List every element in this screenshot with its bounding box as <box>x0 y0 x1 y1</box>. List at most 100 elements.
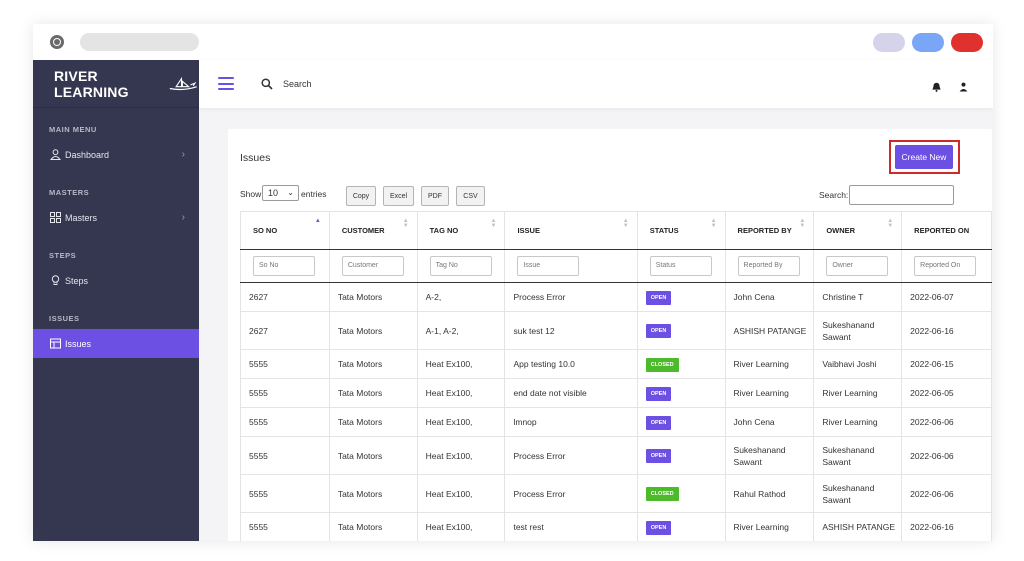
chevron-right-icon: › <box>181 149 185 160</box>
column-header-issue[interactable]: ISSUE ▲ ▼ <box>504 211 638 250</box>
cell-text: lmnop <box>513 417 537 427</box>
cell-customer: Tata Motors <box>328 311 418 350</box>
column-header-customer[interactable]: CUSTOMER ▲ ▼ <box>328 211 418 250</box>
search-icon[interactable] <box>261 77 273 95</box>
cell-text: suk test 12 <box>513 325 555 336</box>
cell-customer: Tata Motors <box>328 349 418 379</box>
column-header-tag-no[interactable]: TAG NO ▲ ▼ <box>416 211 506 250</box>
user-icon[interactable] <box>959 79 968 97</box>
column-header-owner[interactable]: OWNER ▲ ▼ <box>813 211 903 250</box>
sidebar-item-dashboard[interactable]: Dashboard › <box>33 140 199 169</box>
filter-input-owner[interactable]: Owner <box>826 256 889 276</box>
table-row[interactable]: 5555 Tata Motors Heat Ex100, end date not v… <box>240 378 992 408</box>
cell-text: Heat Ex100, <box>425 522 473 532</box>
cell-status: OPEN <box>636 378 726 408</box>
table-search-label: Search: <box>819 190 849 200</box>
address-bar[interactable] <box>80 33 199 51</box>
cell-issue: lmnop <box>504 407 638 437</box>
cell-text: 5555 <box>249 522 268 532</box>
sidebar-item-label: Dashboard <box>65 149 110 160</box>
cell-issue: test rest <box>504 512 638 541</box>
user-outline-icon <box>49 149 61 161</box>
cell-reported-by: Sukeshanand Sawant <box>724 436 815 475</box>
column-header-so-no[interactable]: SO NO ▲ <box>240 211 330 250</box>
cell-text: 5555 <box>249 359 268 369</box>
table-row[interactable]: 5555 Tata Motors Heat Ex100, App testing 10… <box>240 349 992 379</box>
cell-customer: Tata Motors <box>328 512 418 541</box>
status-badge: OPEN <box>645 449 672 463</box>
window-control-close[interactable] <box>951 33 983 52</box>
filter-input-status[interactable]: Status <box>649 256 712 276</box>
cell-tag-no: A-2, <box>416 282 506 312</box>
cell-tag-no: Heat Ex100, <box>416 378 506 408</box>
sort-icon: ▲ ▼ <box>710 218 717 229</box>
table-row[interactable]: 5555 Tata Motors Heat Ex100, lmnop OPEN John … <box>240 407 992 437</box>
brand-logo[interactable]: RIVER LEARNING <box>33 60 199 108</box>
cell-text: Tata Motors <box>337 417 383 427</box>
cell-text: 2022-06-16 <box>910 325 954 336</box>
top-bar: Search <box>199 60 993 108</box>
hamburger-menu-icon[interactable] <box>218 77 234 90</box>
filter-input-tag-no[interactable]: Tag No <box>429 256 492 276</box>
column-header-reported-by[interactable]: REPORTED BY ▲ ▼ <box>724 211 815 250</box>
cell-text: 5555 <box>249 388 268 398</box>
column-header-status[interactable]: STATUS ▲ ▼ <box>636 211 726 250</box>
table-row[interactable]: 5555 Tata Motors Heat Ex100, Process Error O… <box>240 436 992 475</box>
sidebar-item-issues[interactable]: Issues <box>33 329 199 358</box>
cell-status: OPEN <box>636 407 726 437</box>
cell-issue: Process Error <box>504 436 638 475</box>
column-header-reported-on[interactable]: REPORTED ON <box>901 211 992 250</box>
filter-input-issue[interactable]: Issue <box>517 256 580 276</box>
page-length-select[interactable]: 10 ⌄ <box>262 185 299 201</box>
csv-button[interactable]: CSV <box>456 186 485 206</box>
table-row[interactable]: 5555 Tata Motors Heat Ex100, test rest OPEN R… <box>240 512 992 541</box>
cell-issue: Process Error <box>504 474 638 513</box>
cell-customer: Tata Motors <box>328 282 418 312</box>
section-masters: MASTERS <box>49 188 90 197</box>
cell-tag-no: Heat Ex100, <box>416 349 506 379</box>
cell-text: Sukeshanand Sawant <box>733 444 786 467</box>
search-input[interactable]: Search <box>283 79 312 89</box>
window-control-minimize[interactable] <box>873 33 905 52</box>
filter-input-customer[interactable]: Customer <box>341 256 404 276</box>
cell-text: River Learning <box>733 359 789 369</box>
copy-button[interactable]: Copy <box>346 186 376 206</box>
table-row[interactable]: 5555 Tata Motors Heat Ex100, Process Error C… <box>240 474 992 513</box>
sidebar-item-steps[interactable]: Steps <box>33 266 199 295</box>
section-steps: STEPS <box>49 251 77 260</box>
create-new-button[interactable]: Create New <box>895 145 953 169</box>
cell-text: Tata Motors <box>337 522 383 532</box>
table-row[interactable]: 2627 Tata Motors A-1, A-2, suk test 12 OPEN A… <box>240 311 992 350</box>
window-control-maximize[interactable] <box>912 33 944 52</box>
cell-text: Heat Ex100, <box>425 450 473 461</box>
cell-reported-on: 2022-06-06 <box>901 474 992 513</box>
filter-input-so-no[interactable]: So No <box>253 256 315 276</box>
filter-input-reported-by[interactable]: Reported By <box>737 256 800 276</box>
sort-ascending-icon: ▲ <box>314 218 321 224</box>
filter-input-reported-on[interactable]: Reported On <box>914 256 977 276</box>
cell-owner: ASHISH PATANGE <box>813 512 903 541</box>
status-badge: OPEN <box>645 324 672 338</box>
table-row[interactable]: 2627 Tata Motors A-2, Process Error OPEN John… <box>240 282 992 312</box>
cell-so-no: 5555 <box>240 349 330 379</box>
table-controls: Show 10 ⌄ entries Copy Excel PDF CSV Sea… <box>240 185 956 207</box>
cell-customer: Tata Motors <box>328 407 418 437</box>
filter-row: So No Customer Tag No Issue Status Repor… <box>240 249 992 283</box>
cell-text: 2022-06-06 <box>910 450 954 461</box>
bell-icon[interactable] <box>932 79 941 97</box>
cell-tag-no: Heat Ex100, <box>416 436 506 475</box>
bulb-icon <box>49 275 61 287</box>
sort-icon: ▲ ▼ <box>402 218 409 229</box>
excel-button[interactable]: Excel <box>383 186 414 206</box>
cell-reported-on: 2022-06-07 <box>901 282 992 312</box>
cell-text: Heat Ex100, <box>425 359 473 369</box>
sidebar-item-masters[interactable]: Masters › <box>33 203 199 232</box>
cell-text: Vaibhavi Joshi <box>822 359 877 369</box>
cell-text: 2022-06-15 <box>910 359 954 369</box>
table-icon <box>49 338 61 350</box>
pdf-button[interactable]: PDF <box>421 186 449 206</box>
table-search-input[interactable] <box>849 185 954 205</box>
cell-text: 5555 <box>249 417 268 427</box>
cell-text: Tata Motors <box>337 450 383 461</box>
cell-text: Tata Motors <box>337 325 383 336</box>
